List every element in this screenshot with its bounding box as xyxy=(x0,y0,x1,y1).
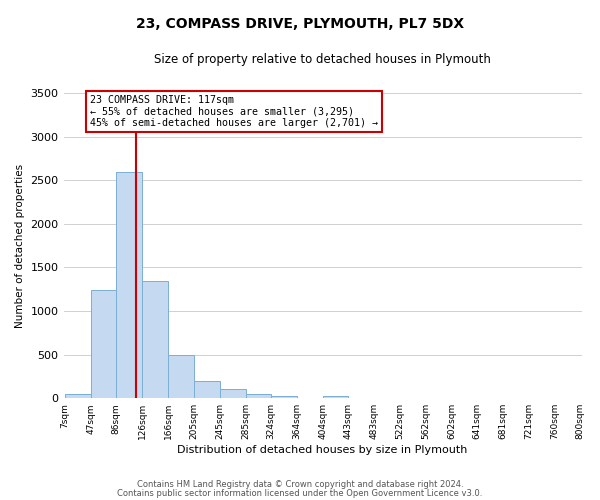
Bar xyxy=(116,172,142,398)
Bar xyxy=(271,396,297,398)
Y-axis label: Number of detached properties: Number of detached properties xyxy=(15,164,25,328)
Bar xyxy=(220,388,245,398)
Text: 23, COMPASS DRIVE, PLYMOUTH, PL7 5DX: 23, COMPASS DRIVE, PLYMOUTH, PL7 5DX xyxy=(136,18,464,32)
Title: Size of property relative to detached houses in Plymouth: Size of property relative to detached ho… xyxy=(154,52,491,66)
Bar xyxy=(194,381,220,398)
X-axis label: Distribution of detached houses by size in Plymouth: Distribution of detached houses by size … xyxy=(178,445,468,455)
Bar xyxy=(168,354,194,398)
Text: 23 COMPASS DRIVE: 117sqm
← 55% of detached houses are smaller (3,295)
45% of sem: 23 COMPASS DRIVE: 117sqm ← 55% of detach… xyxy=(89,95,377,128)
Bar xyxy=(323,396,348,398)
Bar xyxy=(91,290,116,398)
Text: Contains public sector information licensed under the Open Government Licence v3: Contains public sector information licen… xyxy=(118,488,482,498)
Bar xyxy=(65,394,91,398)
Bar xyxy=(245,394,271,398)
Text: Contains HM Land Registry data © Crown copyright and database right 2024.: Contains HM Land Registry data © Crown c… xyxy=(137,480,463,489)
Bar xyxy=(142,280,168,398)
